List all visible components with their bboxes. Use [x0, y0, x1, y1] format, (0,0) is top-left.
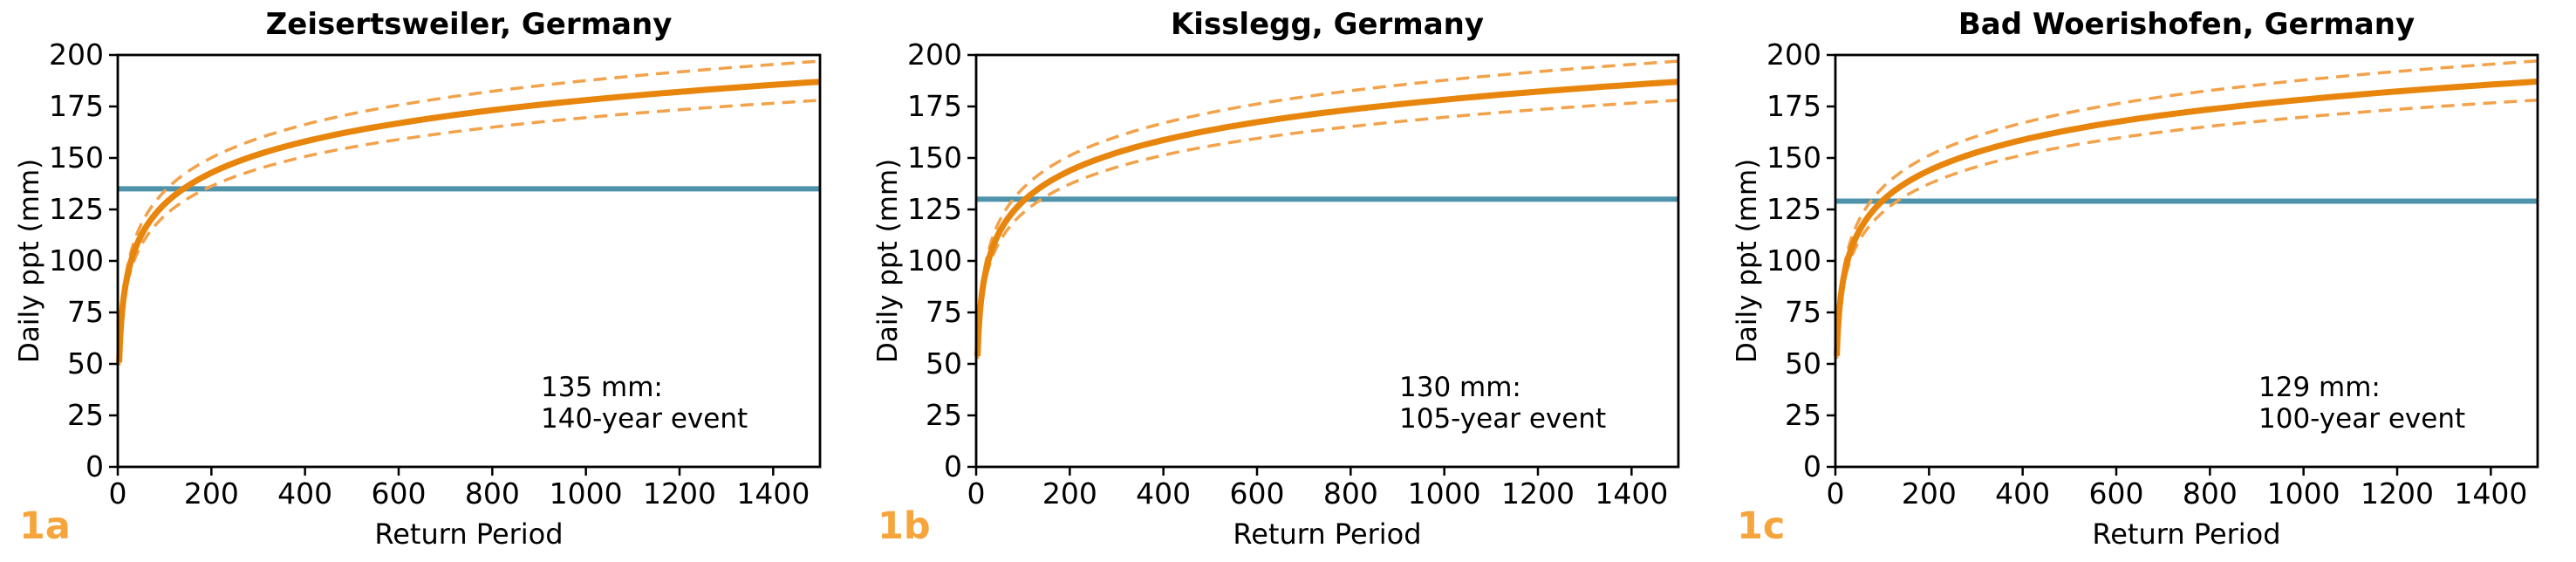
y-tick-label: 100: [907, 243, 962, 278]
y-tick-label: 25: [67, 398, 104, 432]
y-tick-label: 125: [1766, 192, 1821, 226]
panel-bad-woerishofen: 0 200 400 600 800 1000 1200 1400 0 25 50 75 100 125 15…: [1718, 0, 2576, 562]
y-tick-label: 100: [1766, 243, 1821, 278]
threshold-annotation: 135 mm: 140-year event: [541, 372, 748, 435]
x-tick-label: 1400: [736, 476, 810, 511]
x-tick-label: 800: [465, 476, 520, 511]
panel-letter: 1b: [878, 504, 931, 548]
x-tick-label: 1000: [1408, 476, 1481, 511]
x-tick-label: 600: [1230, 476, 1285, 511]
x-tick-label: 400: [277, 476, 332, 511]
y-tick-label: 0: [944, 449, 962, 483]
x-tick-label: 0: [109, 476, 127, 511]
chart-svg: 0 200 400 600 800 1000 1200 1400 0 25 50 75 100 125 15…: [907, 38, 1680, 511]
y-axis-label: Daily ppt (mm): [14, 158, 45, 364]
series-ci-upper: [117, 59, 821, 360]
x-tick-label: 400: [1136, 476, 1191, 511]
x-tick-label: 800: [2183, 476, 2238, 511]
series-ci-upper: [975, 59, 1679, 353]
threshold-annotation-line1: 130 mm:: [1399, 372, 1521, 403]
x-tick-label: 1000: [550, 476, 623, 511]
threshold-annotation-line1: 135 mm:: [541, 372, 663, 403]
panel-letter: 1c: [1737, 504, 1786, 548]
x-tick-label: 600: [2089, 476, 2144, 511]
chart-svg: 0 200 400 600 800 1000 1200 1400 0 25 50 75 100 125 15…: [1766, 38, 2539, 511]
y-tick-label: 0: [85, 449, 104, 483]
x-tick-label: 800: [1323, 476, 1378, 511]
threshold-annotation-line1: 129 mm:: [2258, 372, 2381, 403]
y-tick-label: 175: [907, 89, 962, 123]
threshold-annotation: 129 mm: 100-year event: [2258, 372, 2465, 435]
y-tick-label: 125: [49, 192, 104, 226]
x-tick-label: 200: [1042, 476, 1097, 511]
x-tick-label: 1000: [2267, 476, 2340, 511]
chart-title: Bad Woerishofen, Germany: [1958, 7, 2415, 42]
y-tick-label: 75: [926, 295, 962, 329]
chart-title: Kisslegg, Germany: [1170, 7, 1485, 42]
x-tick-label: 400: [1995, 476, 2050, 511]
x-tick-label: 1200: [1501, 476, 1575, 511]
y-tick-label: 175: [1766, 89, 1821, 123]
chart-title: Zeisertsweiler, Germany: [265, 7, 673, 42]
y-axis-label: Daily ppt (mm): [872, 158, 904, 364]
y-tick-label: 75: [67, 295, 104, 329]
x-axis-label: Return Period: [374, 517, 564, 551]
x-tick-label: 200: [184, 476, 239, 511]
y-tick-label: 50: [67, 346, 104, 380]
x-tick-label: 0: [1827, 476, 1845, 511]
y-tick-label: 200: [49, 38, 104, 72]
y-tick-label: 200: [907, 38, 962, 72]
y-tick-label: 75: [1785, 295, 1821, 329]
threshold-annotation: 130 mm: 105-year event: [1399, 372, 1606, 435]
series-ci-lower: [1835, 98, 2538, 360]
y-tick-label: 50: [1785, 346, 1821, 380]
x-tick-label: 1400: [2454, 476, 2527, 511]
x-tick-label: 1400: [1595, 476, 1668, 511]
series-return-level: [116, 79, 821, 363]
x-tick-label: 1200: [643, 476, 716, 511]
x-axis-label: Return Period: [1233, 517, 1422, 551]
y-tick-label: 150: [49, 140, 104, 175]
y-tick-label: 25: [1785, 398, 1821, 432]
panel-letter: 1a: [19, 504, 71, 548]
series-return-level: [1834, 78, 2538, 356]
panel-zeisertsweiler: 0 200 400 600 800 1000 1200 1400 0 25 50 75 100 125 15…: [0, 0, 858, 562]
series-ci-upper: [1835, 59, 2538, 353]
x-axis-label: Return Period: [2092, 517, 2281, 551]
threshold-annotation-line2: 140-year event: [541, 403, 748, 435]
y-tick-label: 150: [907, 140, 962, 175]
x-tick-label: 0: [967, 476, 986, 511]
y-tick-label: 0: [1803, 449, 1821, 483]
series-ci-lower: [117, 99, 821, 366]
x-tick-label: 600: [372, 476, 427, 511]
panel-kisslegg: 0 200 400 600 800 1000 1200 1400 0 25 50 75 100 125 15…: [858, 0, 1717, 562]
chart-svg: 0 200 400 600 800 1000 1200 1400 0 25 50 75 100 125 15…: [49, 38, 822, 511]
threshold-annotation-line2: 105-year event: [1399, 403, 1607, 435]
y-tick-label: 100: [49, 243, 104, 278]
y-tick-label: 200: [1766, 38, 1821, 72]
y-tick-label: 25: [926, 398, 962, 432]
threshold-annotation-line2: 100-year event: [2258, 403, 2466, 435]
series-ci-lower: [975, 99, 1679, 360]
y-axis-label: Daily ppt (mm): [1732, 158, 1763, 364]
x-tick-label: 200: [1902, 476, 1957, 511]
y-tick-label: 150: [1766, 140, 1821, 175]
y-tick-label: 50: [926, 346, 962, 380]
series-return-level: [974, 79, 1679, 357]
y-tick-label: 175: [49, 89, 104, 123]
y-tick-label: 125: [907, 192, 962, 226]
x-tick-label: 1200: [2361, 476, 2434, 511]
